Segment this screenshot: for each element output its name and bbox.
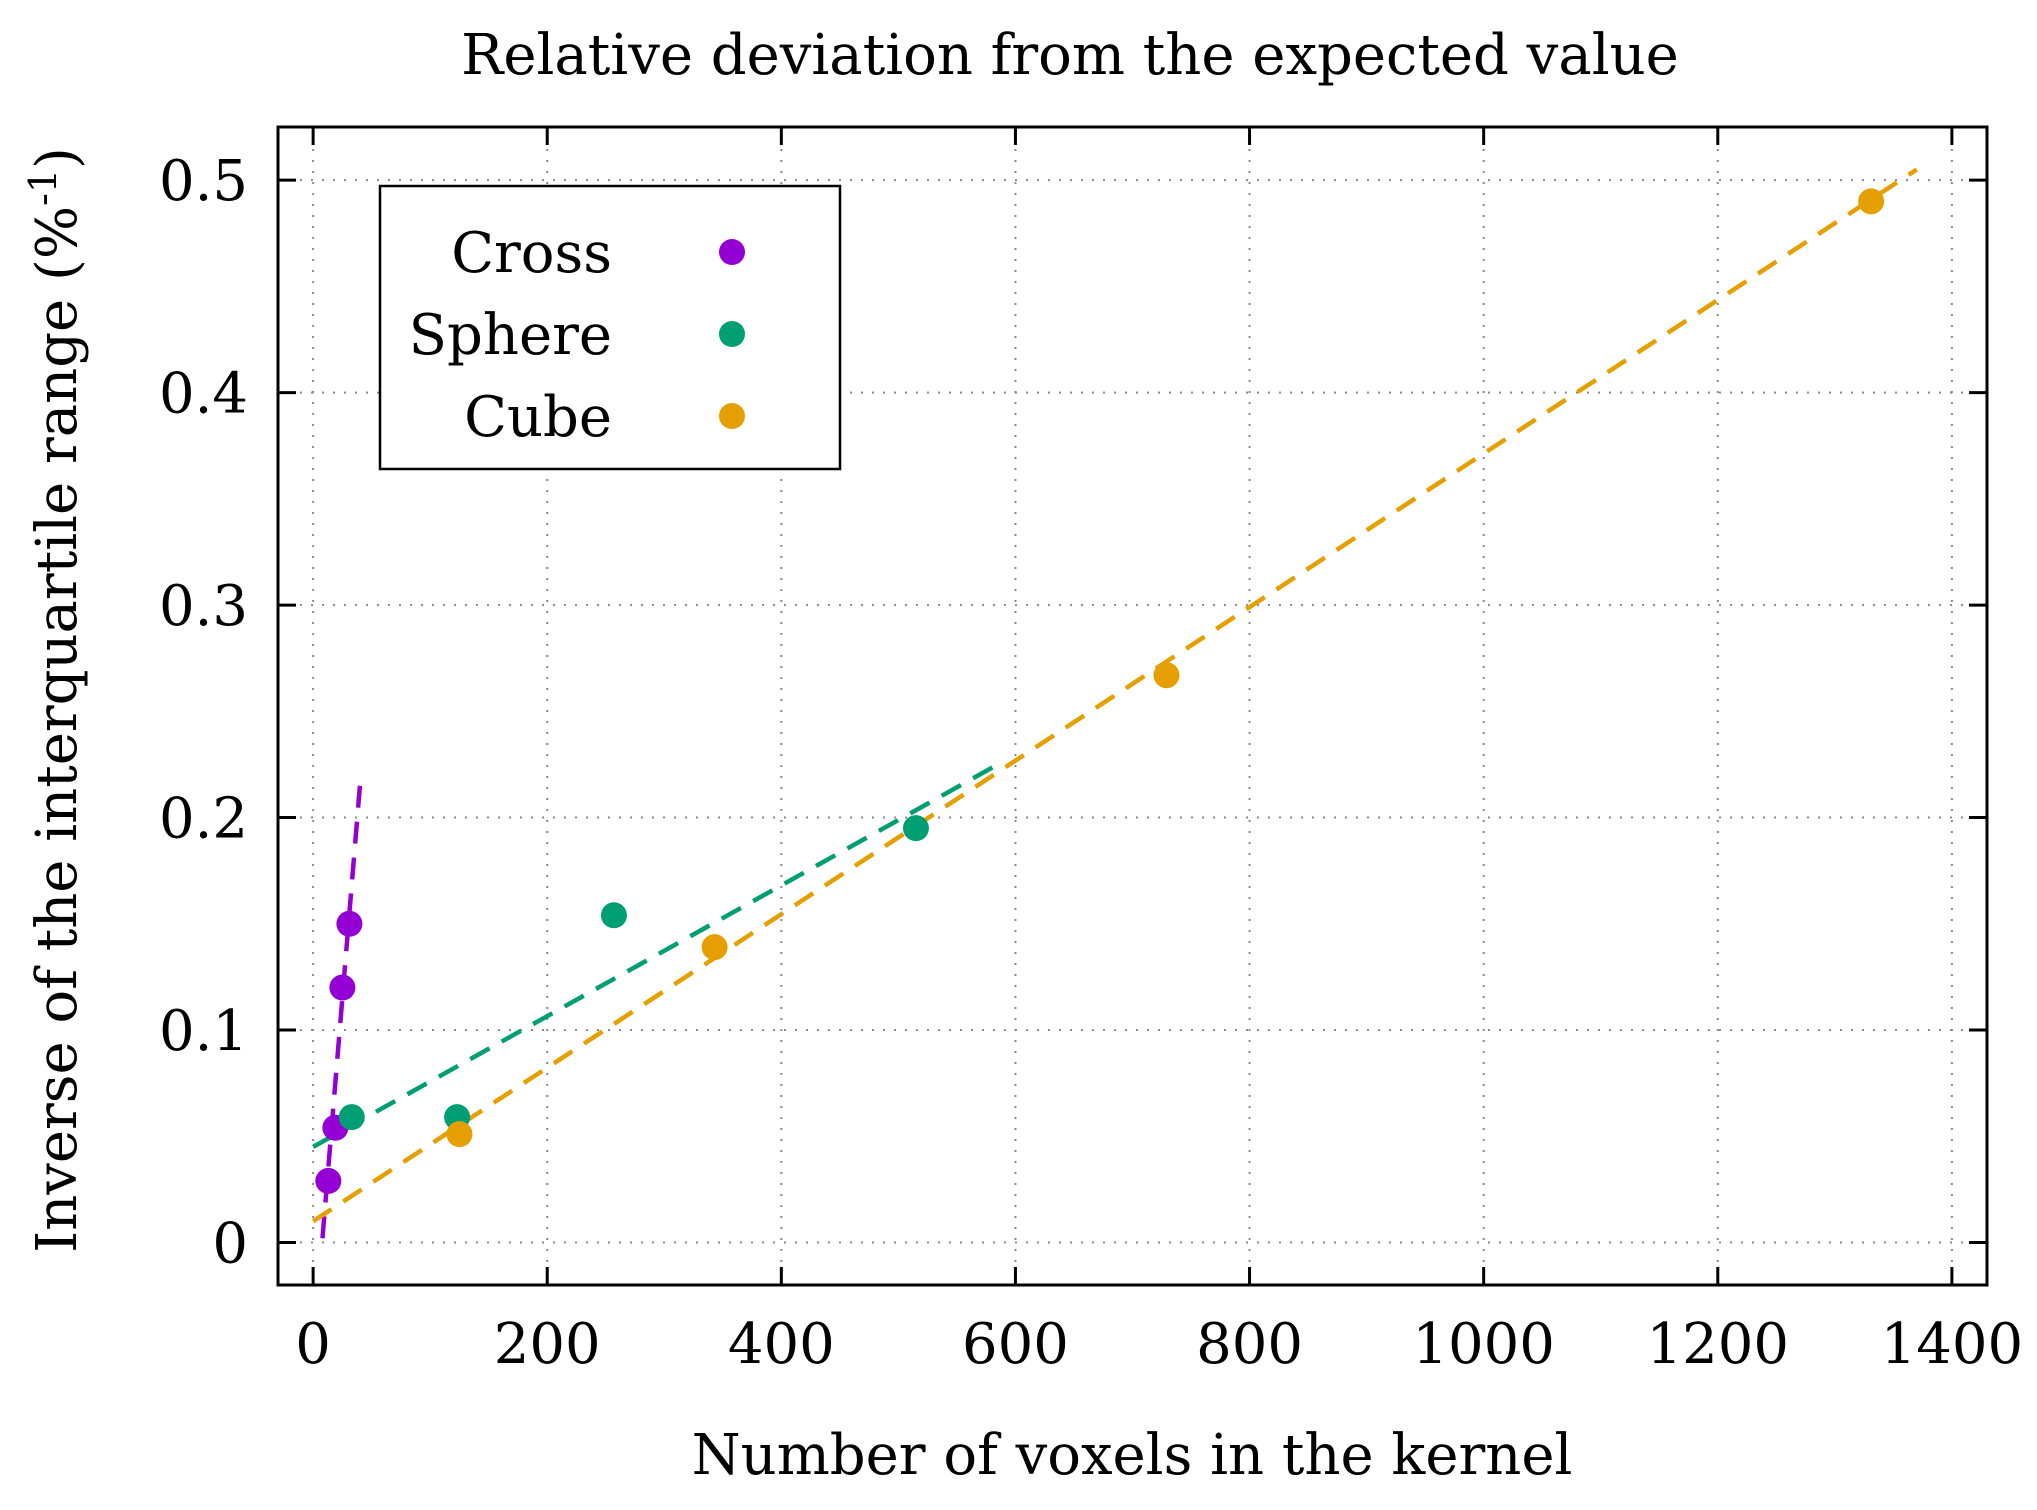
legend-marker-sphere (719, 321, 745, 347)
legend-box (378, 184, 842, 471)
sphere-data-point (902, 815, 929, 842)
x-tick-label: 0 (295, 1312, 331, 1377)
y-axis-label: Inverse of the interquartile range (%-1) (21, 147, 90, 1253)
y-axis-label-superscript: -1 (21, 169, 65, 206)
plot-frame (276, 125, 1989, 1287)
legend-label-cross: Cross (451, 221, 612, 286)
sphere-fit-line (312, 762, 999, 1149)
cross-data-point (329, 974, 356, 1001)
x-tick-label: 1200 (1647, 1312, 1790, 1377)
cube-data-point (701, 934, 728, 961)
cube-data-point (1153, 662, 1180, 689)
sphere-data-point (338, 1104, 365, 1131)
y-tick-label: 0.4 (159, 362, 248, 427)
cube-data-point (1858, 188, 1885, 215)
data-points (315, 188, 1885, 1194)
legend-marker-cross (719, 239, 745, 265)
y-axis-label-end: ) (25, 147, 90, 169)
y-tick-label: 0.1 (159, 999, 248, 1064)
y-tick-label: 0 (212, 1212, 248, 1277)
legend-label-sphere: Sphere (409, 303, 612, 368)
sphere-data-point (600, 902, 627, 929)
cross-data-point (315, 1167, 342, 1194)
x-tick-label: 200 (494, 1312, 601, 1377)
legend-marker-cube (719, 403, 745, 429)
x-tick-label: 600 (962, 1312, 1069, 1377)
axis-ticks: 0 200 400 600 800 1000 1200 1400 0 0.1 0.2 0.3 0.4 0.… (159, 127, 2023, 1377)
x-axis-label: Number of voxels in the kernel (692, 1423, 1573, 1488)
x-tick-label: 800 (1196, 1312, 1303, 1377)
x-tick-label: 1400 (1881, 1312, 2024, 1377)
x-tick-label: 400 (728, 1312, 835, 1377)
cross-data-point (336, 910, 363, 937)
legend-label-cube: Cube (464, 385, 612, 450)
x-tick-label: 1000 (1412, 1312, 1555, 1377)
y-axis-label-main: Inverse of the interquartile range (% (25, 206, 90, 1253)
chart-title: Relative deviation from the expected val… (461, 23, 1679, 88)
cross-fit-line (320, 785, 363, 1239)
y-tick-label: 0.5 (159, 149, 248, 214)
cube-fit-line (311, 167, 1919, 1224)
y-tick-label: 0.3 (159, 574, 248, 639)
y-tick-label: 0.2 (159, 787, 248, 852)
legend: Cross Sphere Cube (378, 184, 842, 471)
cube-data-point (446, 1121, 473, 1148)
fit-lines (311, 167, 1919, 1239)
